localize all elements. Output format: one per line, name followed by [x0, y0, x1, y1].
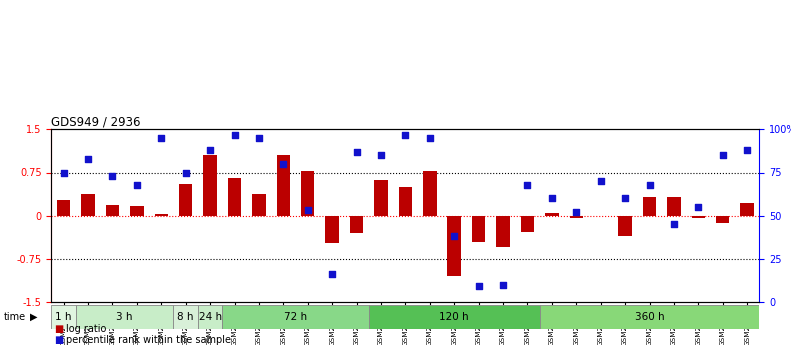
Bar — [619, 216, 632, 236]
Text: percentile rank within the sample: percentile rank within the sample — [66, 335, 231, 345]
Point — [204, 147, 217, 153]
Point — [546, 196, 558, 201]
FancyBboxPatch shape — [539, 305, 759, 329]
Text: ■: ■ — [54, 325, 63, 334]
Point — [423, 135, 436, 141]
Bar — [496, 216, 509, 247]
Bar — [570, 216, 583, 218]
Bar — [740, 203, 754, 216]
Point — [228, 132, 240, 137]
Point — [619, 196, 631, 201]
Bar — [252, 194, 266, 216]
FancyBboxPatch shape — [51, 305, 76, 329]
Text: 3 h: 3 h — [116, 312, 133, 322]
Bar — [472, 216, 486, 242]
Point — [741, 147, 754, 153]
Point — [81, 156, 94, 161]
Text: 24 h: 24 h — [199, 312, 221, 322]
Bar — [179, 184, 192, 216]
Bar — [325, 216, 339, 243]
Point — [350, 149, 363, 155]
Bar — [374, 180, 388, 216]
Point — [692, 204, 705, 210]
Text: 120 h: 120 h — [439, 312, 469, 322]
Bar — [57, 199, 70, 216]
Bar — [301, 171, 315, 216]
FancyBboxPatch shape — [369, 305, 539, 329]
Bar — [106, 205, 119, 216]
Point — [472, 284, 485, 289]
Text: 360 h: 360 h — [634, 312, 664, 322]
Text: ▶: ▶ — [30, 312, 37, 322]
FancyBboxPatch shape — [222, 305, 369, 329]
Point — [106, 173, 119, 179]
Point — [252, 135, 265, 141]
Bar — [667, 197, 680, 216]
Bar — [716, 216, 729, 223]
Text: log ratio: log ratio — [66, 325, 106, 334]
Point — [326, 272, 339, 277]
Point — [57, 170, 70, 175]
Point — [594, 178, 607, 184]
Bar — [350, 216, 363, 233]
Bar — [81, 194, 95, 216]
Bar — [545, 213, 558, 216]
Point — [570, 209, 583, 215]
Bar — [520, 216, 534, 232]
Text: GDS949 / 2936: GDS949 / 2936 — [51, 115, 141, 128]
Point — [668, 221, 680, 227]
Text: 8 h: 8 h — [177, 312, 194, 322]
Bar — [423, 171, 437, 216]
Bar — [228, 178, 241, 216]
Point — [643, 182, 656, 187]
Bar — [154, 214, 168, 216]
FancyBboxPatch shape — [198, 305, 222, 329]
FancyBboxPatch shape — [76, 305, 173, 329]
Text: 72 h: 72 h — [284, 312, 307, 322]
Bar — [277, 155, 290, 216]
Point — [399, 132, 412, 137]
Text: ■: ■ — [54, 335, 63, 345]
Text: 1 h: 1 h — [55, 312, 72, 322]
Bar — [399, 187, 412, 216]
Point — [497, 282, 509, 287]
Point — [301, 208, 314, 213]
Bar — [203, 155, 217, 216]
Bar — [131, 206, 144, 216]
Text: time: time — [4, 312, 26, 322]
Point — [717, 152, 729, 158]
Bar — [448, 216, 461, 276]
Point — [155, 135, 168, 141]
Bar — [691, 216, 705, 218]
Point — [521, 182, 534, 187]
Bar — [643, 197, 657, 216]
Point — [277, 161, 290, 167]
FancyBboxPatch shape — [173, 305, 198, 329]
Point — [180, 170, 192, 175]
Point — [131, 182, 143, 187]
Point — [375, 152, 388, 158]
Point — [448, 234, 460, 239]
